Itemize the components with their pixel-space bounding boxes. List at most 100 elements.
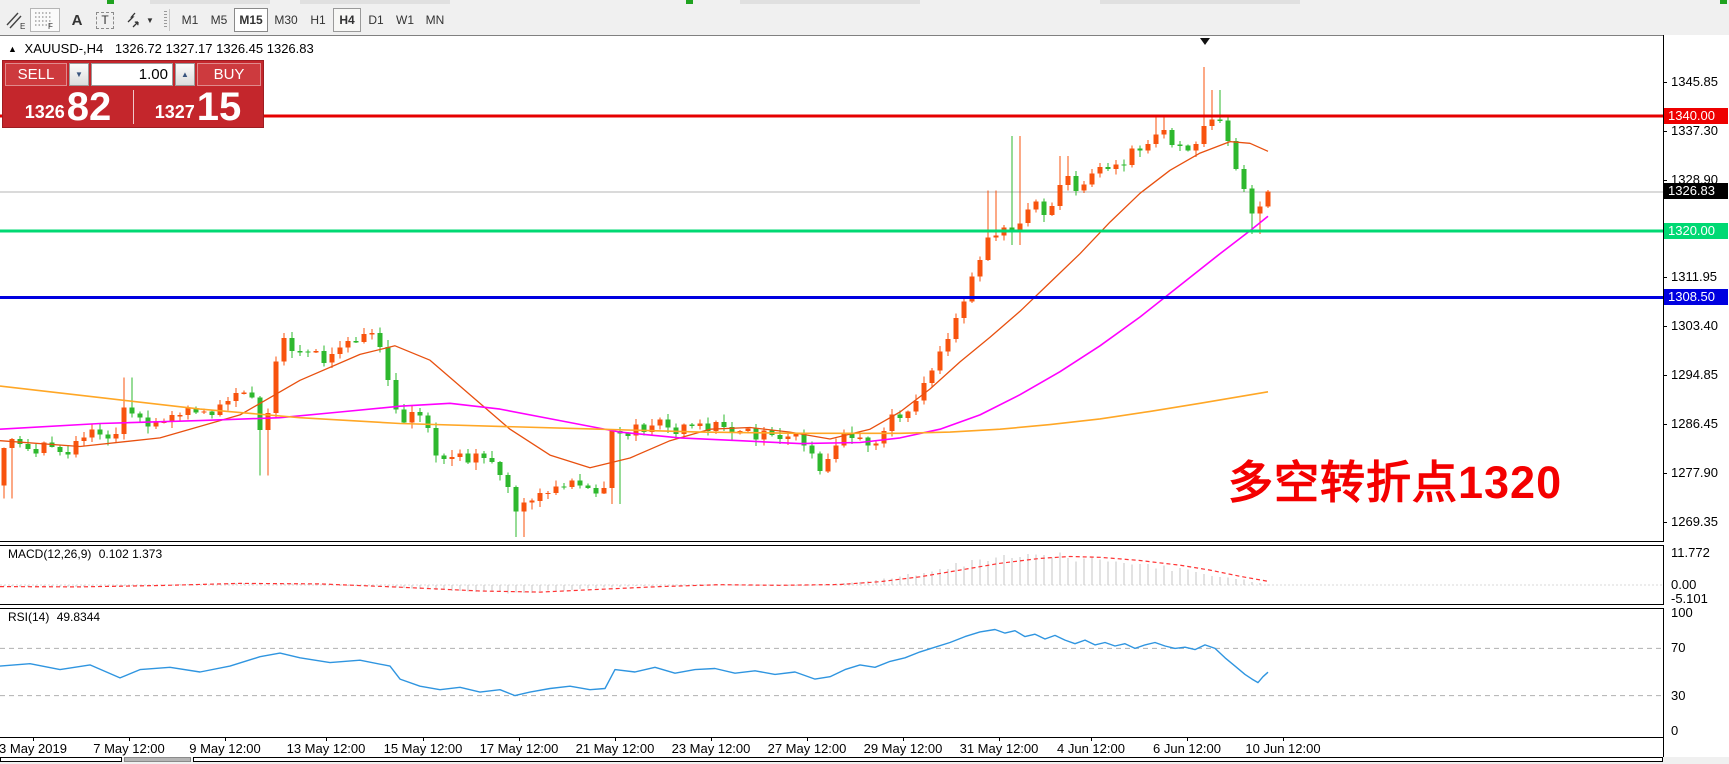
chart-scrollbar [0,757,1729,764]
price-axis[interactable]: 1345.85 1337.30 1328.90 1311.95 1303.40 1294.… [1663,35,1729,757]
spin-down-icon: ▼ [75,70,83,79]
ask-price[interactable]: 1327 15 [133,85,263,129]
time-tick [807,738,808,741]
macd-canvas[interactable] [0,545,1663,604]
bid-price[interactable]: 1326 82 [3,85,133,129]
one-click-trading-panel: SELL ▼ ▲ BUY 1326 82 1327 15 [2,60,264,128]
rsi-axis-label: 30 [1671,688,1686,703]
arrows-icon [127,12,139,28]
price-tick-label: 1269.35 [1671,514,1718,529]
timeframe-button-m1[interactable]: M1 [181,13,199,27]
scrollbar-left-segment[interactable] [0,757,122,762]
toolbar-overflow-fragment [740,0,920,4]
toolbar-separator [169,9,170,31]
price-tick [1663,473,1667,474]
timeframe-button-m15[interactable]: M15 [234,8,268,32]
timeframe-button-d1[interactable]: D1 [368,13,384,27]
arrows-tool-button[interactable]: ▼ [122,8,156,32]
toolbar-overflow-fragment [1100,0,1300,4]
price-badge: 1340.00 [1664,108,1728,124]
price-tick-label: 1294.85 [1671,367,1718,382]
time-tick-label: 7 May 12:00 [93,741,165,756]
price-tick [1663,277,1667,278]
text-label-button[interactable]: T [92,8,118,32]
toolbar-overflow-fragment [150,0,270,4]
rsi-value: 49.8344 [56,610,101,624]
equidistant-channel-button[interactable]: E [2,8,28,32]
bid-price-small: 1326 [24,102,65,122]
price-axis-border [1663,35,1664,757]
toolbar-drag-handle[interactable] [164,11,167,29]
quote-divider [133,90,134,124]
time-tick-label: 13 May 12:00 [286,741,366,756]
panel-separator-macd[interactable] [0,541,1664,546]
price-tick [1663,131,1667,132]
chart-annotation-text: 多空转折点1320 [1228,457,1563,508]
time-tick [615,738,616,741]
trade-controls-row: SELL ▼ ▲ BUY [5,63,261,86]
toolbar-overflow-fragment [107,0,114,4]
timeframe-button-m30[interactable]: M30 [274,13,298,27]
volume-input[interactable] [91,63,173,86]
scrollbar-thumb[interactable] [124,757,191,762]
time-tick-label: 15 May 12:00 [383,741,463,756]
timeframe-button-h4[interactable]: H4 [333,8,361,32]
timeframe-button-h1[interactable]: H1 [310,13,326,27]
time-tick [129,738,130,741]
price-tick [1663,375,1667,376]
buy-button[interactable]: BUY [197,63,261,86]
svg-text:F: F [48,22,53,30]
collapse-arrow-icon[interactable]: ▲ [8,44,17,54]
svg-text:E: E [20,22,25,30]
chart-shift-marker[interactable] [1200,38,1210,45]
time-tick [1283,738,1284,741]
price-tick [1663,180,1667,181]
time-tick [326,738,327,741]
macd-name: MACD(12,26,9) [8,547,92,561]
macd-axis-label: 11.772 [1671,545,1710,560]
price-badge: 1326.83 [1664,183,1728,199]
volume-increase-button[interactable]: ▲ [175,63,195,86]
time-tick-label: 29 May 12:00 [863,741,943,756]
time-tick-label: 27 May 12:00 [767,741,847,756]
scrollbar-track[interactable] [193,757,1663,762]
rsi-axis-label: 100 [1671,605,1693,620]
ask-price-big: 15 [196,85,242,129]
time-tick-label: 23 May 12:00 [671,741,751,756]
rsi-label: RSI(14) 49.8344 [8,610,100,624]
price-tick-label: 1345.85 [1671,74,1718,89]
price-tick [1663,82,1667,83]
time-tick-label: 3 May 2019 [0,741,67,756]
sell-button[interactable]: SELL [5,63,67,86]
time-tick-label: 21 May 12:00 [575,741,655,756]
ohlc-values: 1326.72 1327.17 1326.45 1326.83 [114,41,314,56]
time-tick [999,738,1000,741]
price-tick-label: 1277.90 [1671,465,1718,480]
bid-price-big: 82 [66,85,112,129]
main-chart-canvas[interactable] [0,36,1663,541]
quote-row: 1326 82 1327 15 [3,85,263,129]
label-icon: T [96,11,114,29]
price-badge: 1308.50 [1664,289,1728,305]
time-tick-label: 10 Jun 12:00 [1245,741,1321,756]
toolbar-overflow-fragment [686,0,693,4]
rsi-canvas[interactable] [0,608,1663,737]
price-badge: 1320.00 [1664,223,1728,239]
toolbar-overflow-strip [0,0,1729,5]
time-tick-label: 4 Jun 12:00 [1057,741,1125,756]
time-axis[interactable]: 3 May 2019 7 May 12:00 9 May 12:00 13 May 1… [0,738,1663,757]
rsi-axis-label: 70 [1671,640,1686,655]
rsi-axis-label: 0 [1671,723,1679,738]
volume-decrease-button[interactable]: ▼ [69,63,89,86]
timeframe-button-m5[interactable]: M5 [210,13,228,27]
timeframe-button-w1[interactable]: W1 [396,13,414,27]
fibonacci-retracement-button[interactable]: F [30,8,60,32]
text-tool-button[interactable]: A [64,8,90,32]
timeframe-button-mn[interactable]: MN [425,13,445,27]
rsi-bottom-border [0,737,1664,738]
ask-price-small: 1327 [154,102,195,122]
time-tick [423,738,424,741]
panel-separator-rsi[interactable] [0,604,1664,609]
text-icon: A [71,11,83,29]
